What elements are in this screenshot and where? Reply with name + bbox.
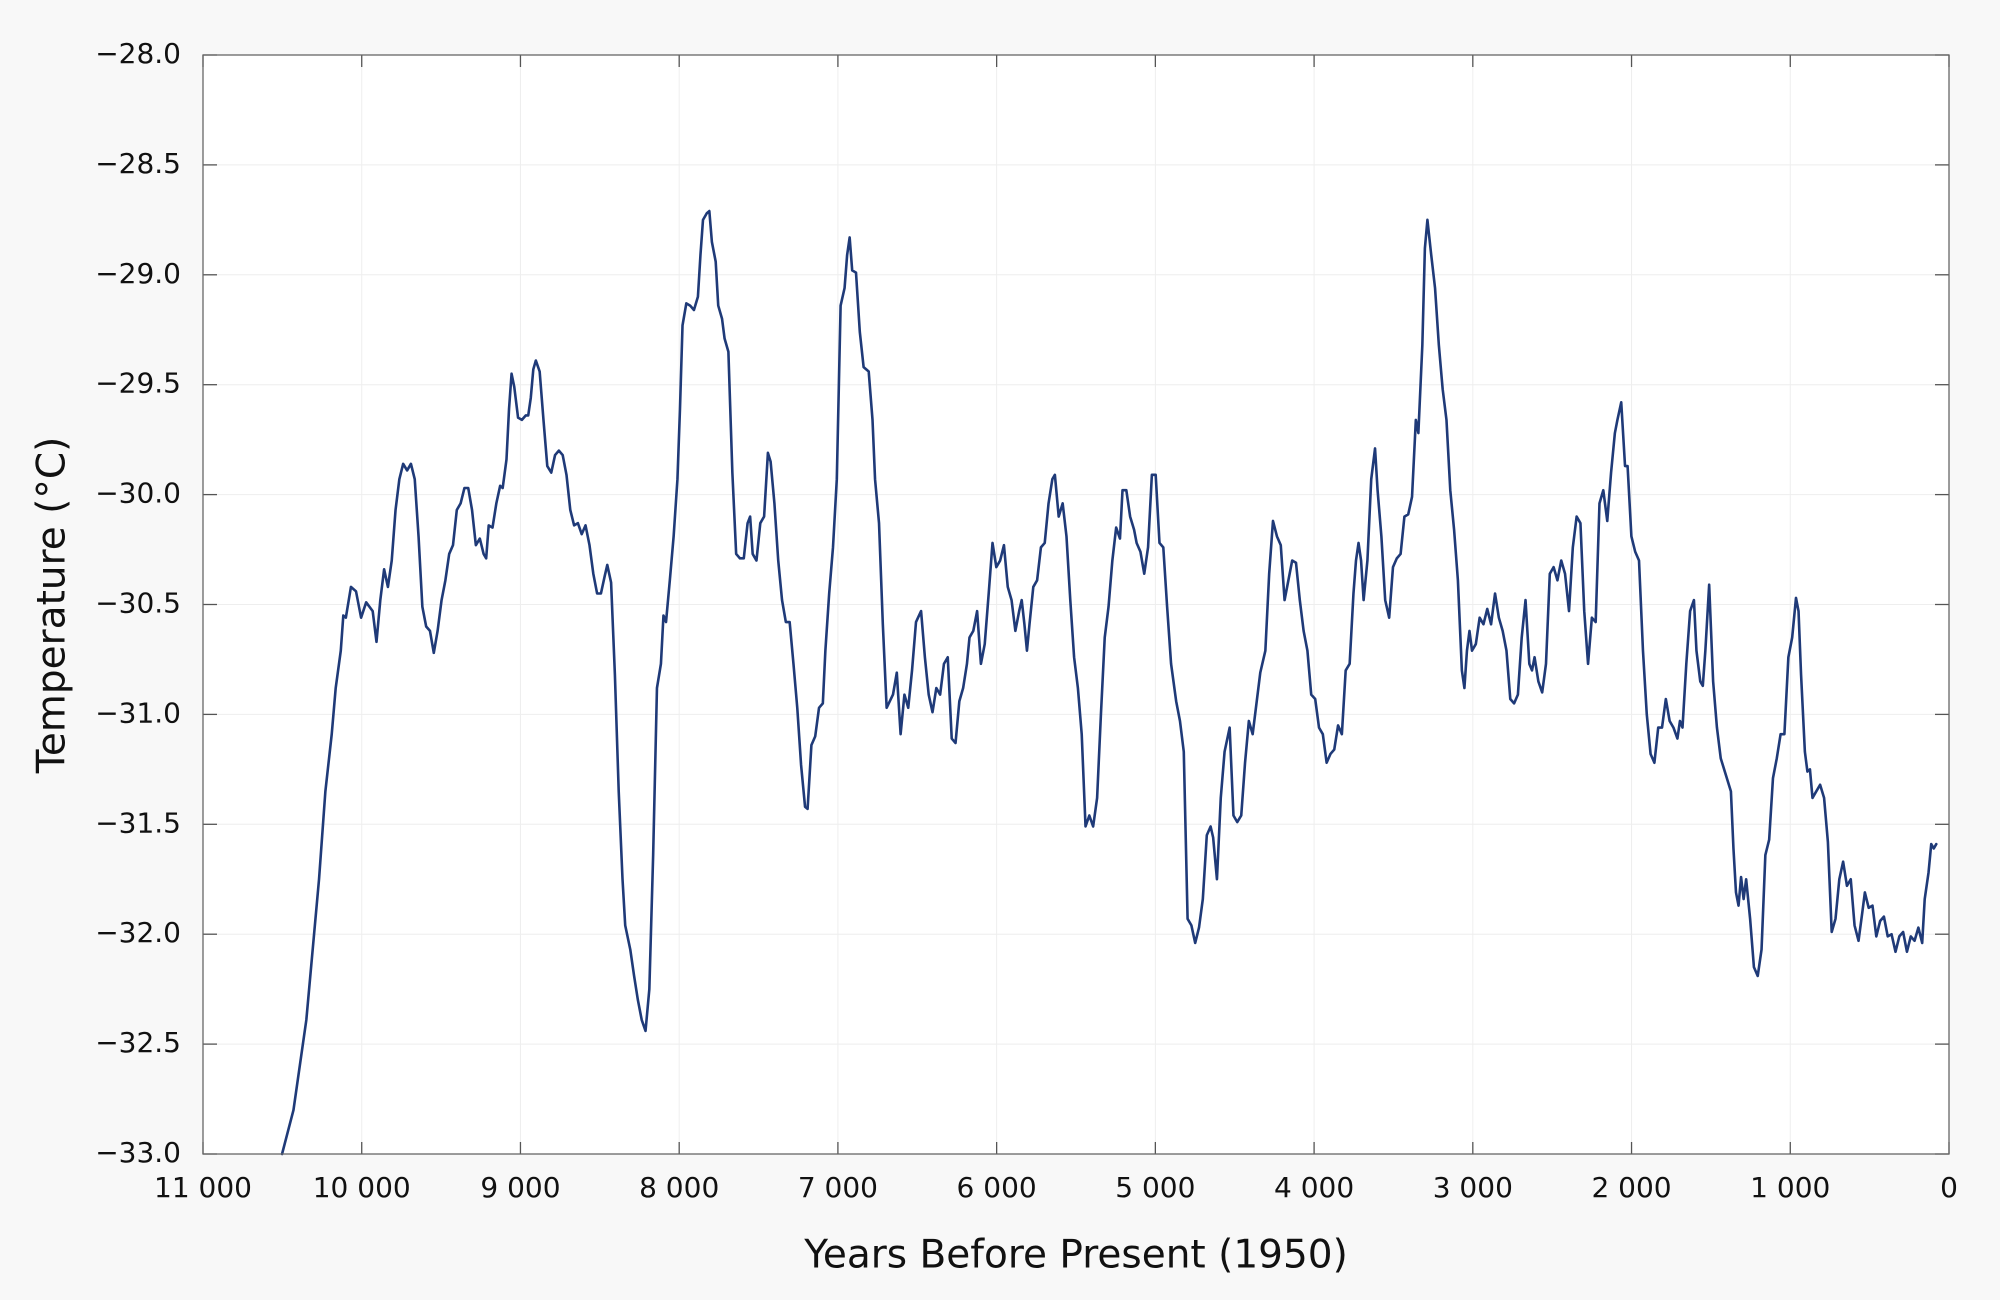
x-tick-label: 10 000	[313, 1171, 411, 1204]
y-tick-label: −32.0	[95, 916, 181, 949]
y-tick-label: −29.5	[95, 367, 181, 400]
x-tick-label: 2 000	[1591, 1171, 1671, 1204]
x-tick-label: 3 000	[1433, 1171, 1513, 1204]
y-tick-label: −33.0	[95, 1136, 181, 1169]
y-tick-label: −31.0	[95, 696, 181, 729]
x-axis-title: Years Before Present (1950)	[803, 1233, 1348, 1278]
x-tick-label: 5 000	[1115, 1171, 1195, 1204]
y-tick-label: −31.5	[95, 806, 181, 839]
x-tick-label: 0	[1940, 1171, 1958, 1204]
temperature-line	[280, 209, 1938, 1156]
y-tick-label: −30.0	[95, 477, 181, 510]
y-tick-label: −28.0	[95, 37, 181, 70]
x-tick-label: 8 000	[639, 1171, 719, 1204]
x-tick-label: 6 000	[957, 1171, 1037, 1204]
x-tick-label: 4 000	[1274, 1171, 1354, 1204]
x-tick-label: 7 000	[798, 1171, 878, 1204]
x-tick-label: 9 000	[480, 1171, 560, 1204]
y-tick-label: −32.5	[95, 1026, 181, 1059]
x-tick-label: 11 000	[154, 1171, 252, 1204]
y-axis-title: Temperature (°C)	[30, 437, 75, 775]
y-tick-label: −28.5	[95, 147, 181, 180]
series	[280, 209, 1938, 1156]
x-tick-label: 1 000	[1750, 1171, 1830, 1204]
y-tick-label: −30.5	[95, 587, 181, 620]
y-tick-label: −29.0	[95, 257, 181, 290]
plot-frame	[202, 54, 1950, 1155]
